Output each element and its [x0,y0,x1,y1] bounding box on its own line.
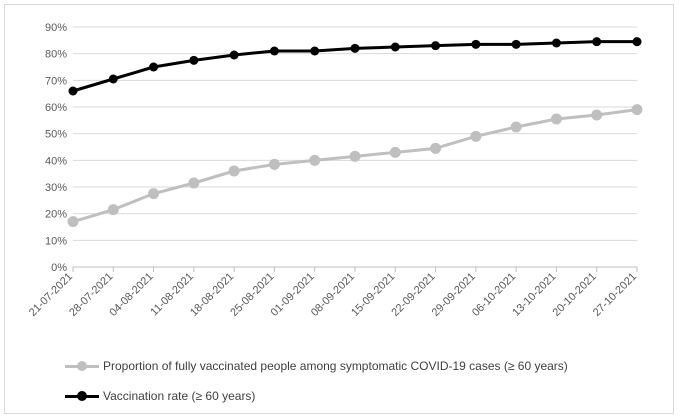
data-point [188,177,200,189]
data-point [228,165,240,177]
data-point [631,104,643,116]
data-point [269,46,279,56]
series-group [67,37,643,228]
data-point [550,113,562,125]
data-point [189,55,199,65]
data-point [268,158,280,170]
data-point [390,42,400,52]
data-point [632,37,642,47]
y-tick-label: 90% [45,22,67,34]
y-tick-label: 40% [45,155,67,167]
data-point [431,41,441,51]
x-tick-label: 04-08-2021 [107,271,155,319]
data-point [68,86,78,96]
legend-swatch-proportion [65,361,99,371]
data-point [349,150,361,162]
data-point [229,50,239,60]
data-point [470,130,482,142]
y-tick-label: 60% [45,102,67,114]
y-tick-label: 10% [45,235,67,247]
data-point [108,74,118,84]
legend-label-vaccination: Vaccination rate (≥ 60 years) [103,389,256,403]
line-chart: 0% 10% 20% 30% 40% 50% 60% 70% 80% 90% 21-07-2021… [27,22,643,319]
legend: Proportion of fully vaccinated people am… [65,351,568,411]
y-grid [73,26,637,268]
data-point [107,204,119,216]
y-tick-label: 70% [45,75,67,87]
data-point [310,46,320,56]
series-line-0 [72,108,638,224]
data-point [591,109,603,121]
chart-frame: 0% 10% 20% 30% 40% 50% 60% 70% 80% 90% 21-07-2021… [4,4,674,414]
y-tick-label: 50% [45,129,67,141]
data-point [551,38,561,48]
y-tick-label: 30% [45,182,67,194]
y-tick-label: 80% [45,49,67,61]
data-point [148,188,160,200]
legend-item-proportion: Proportion of fully vaccinated people am… [65,351,568,381]
data-point [592,37,602,47]
legend-item-vaccination: Vaccination rate (≥ 60 years) [65,381,568,411]
data-point [67,216,79,228]
y-axis-ticks: 0% 10% 20% 30% 40% 50% 60% 70% 80% 90% [45,22,67,274]
data-point [471,39,481,49]
legend-label-proportion: Proportion of fully vaccinated people am… [103,359,568,373]
legend-swatch-vaccination [65,391,99,401]
data-point [389,146,401,158]
data-point [511,39,521,49]
data-point [430,142,442,154]
data-point [510,121,522,133]
y-tick-label: 0% [51,262,67,274]
x-axis [72,266,638,272]
x-tick-label: 27-10-2021 [591,271,639,319]
data-point [350,43,360,53]
x-axis-ticks: 21-07-202128-07-202104-08-202111-08-2021… [27,271,639,319]
data-point [309,154,321,166]
data-point [149,62,159,72]
y-tick-label: 20% [45,209,67,221]
